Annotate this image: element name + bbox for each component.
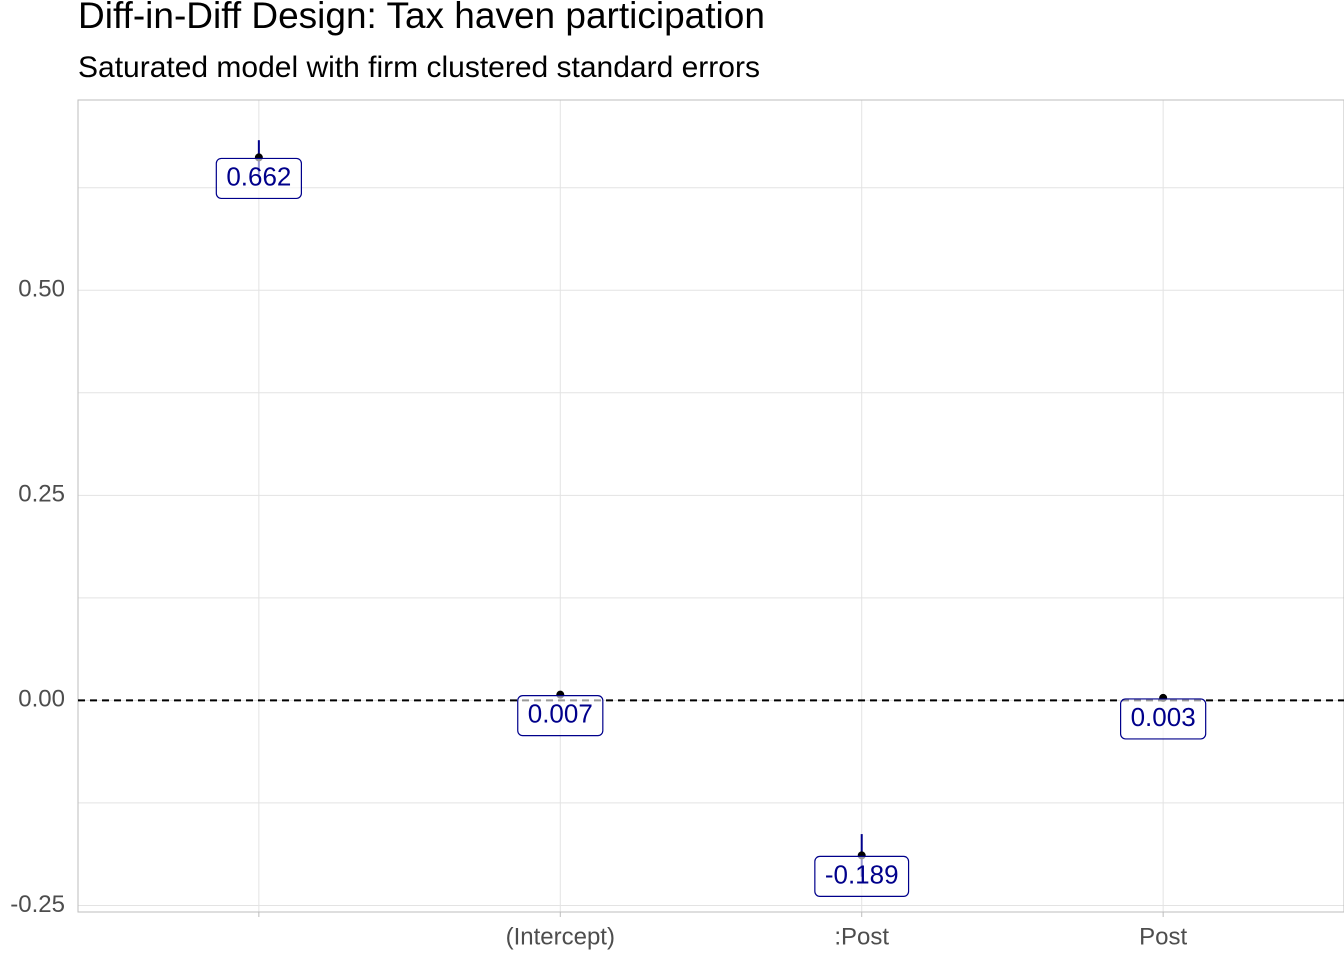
value-label-box — [814, 855, 910, 898]
plot-border — [77, 99, 1344, 913]
x-tick-label: :Post — [834, 923, 889, 950]
chart-subtitle: Saturated model with firm clustered stan… — [78, 51, 760, 84]
value-label: -0.189 — [825, 859, 899, 889]
x-tick-label: (Intercept) — [506, 923, 615, 950]
y-tick-label: 0.50 — [18, 276, 65, 303]
chart-title: Diff-in-Diff Design: Tax haven participa… — [78, 0, 765, 36]
value-label: 0.662 — [226, 161, 291, 191]
value-label: 0.003 — [1131, 702, 1196, 732]
y-tick-label: 0.00 — [18, 686, 65, 713]
x-tick-label: Post — [1139, 923, 1187, 950]
value-label-box — [215, 157, 302, 200]
y-tick-label: -0.25 — [10, 891, 65, 918]
value-label: 0.007 — [528, 699, 593, 729]
value-label-box — [1120, 698, 1207, 740]
y-tick-label: 0.25 — [18, 481, 65, 508]
value-label-box — [517, 695, 604, 737]
